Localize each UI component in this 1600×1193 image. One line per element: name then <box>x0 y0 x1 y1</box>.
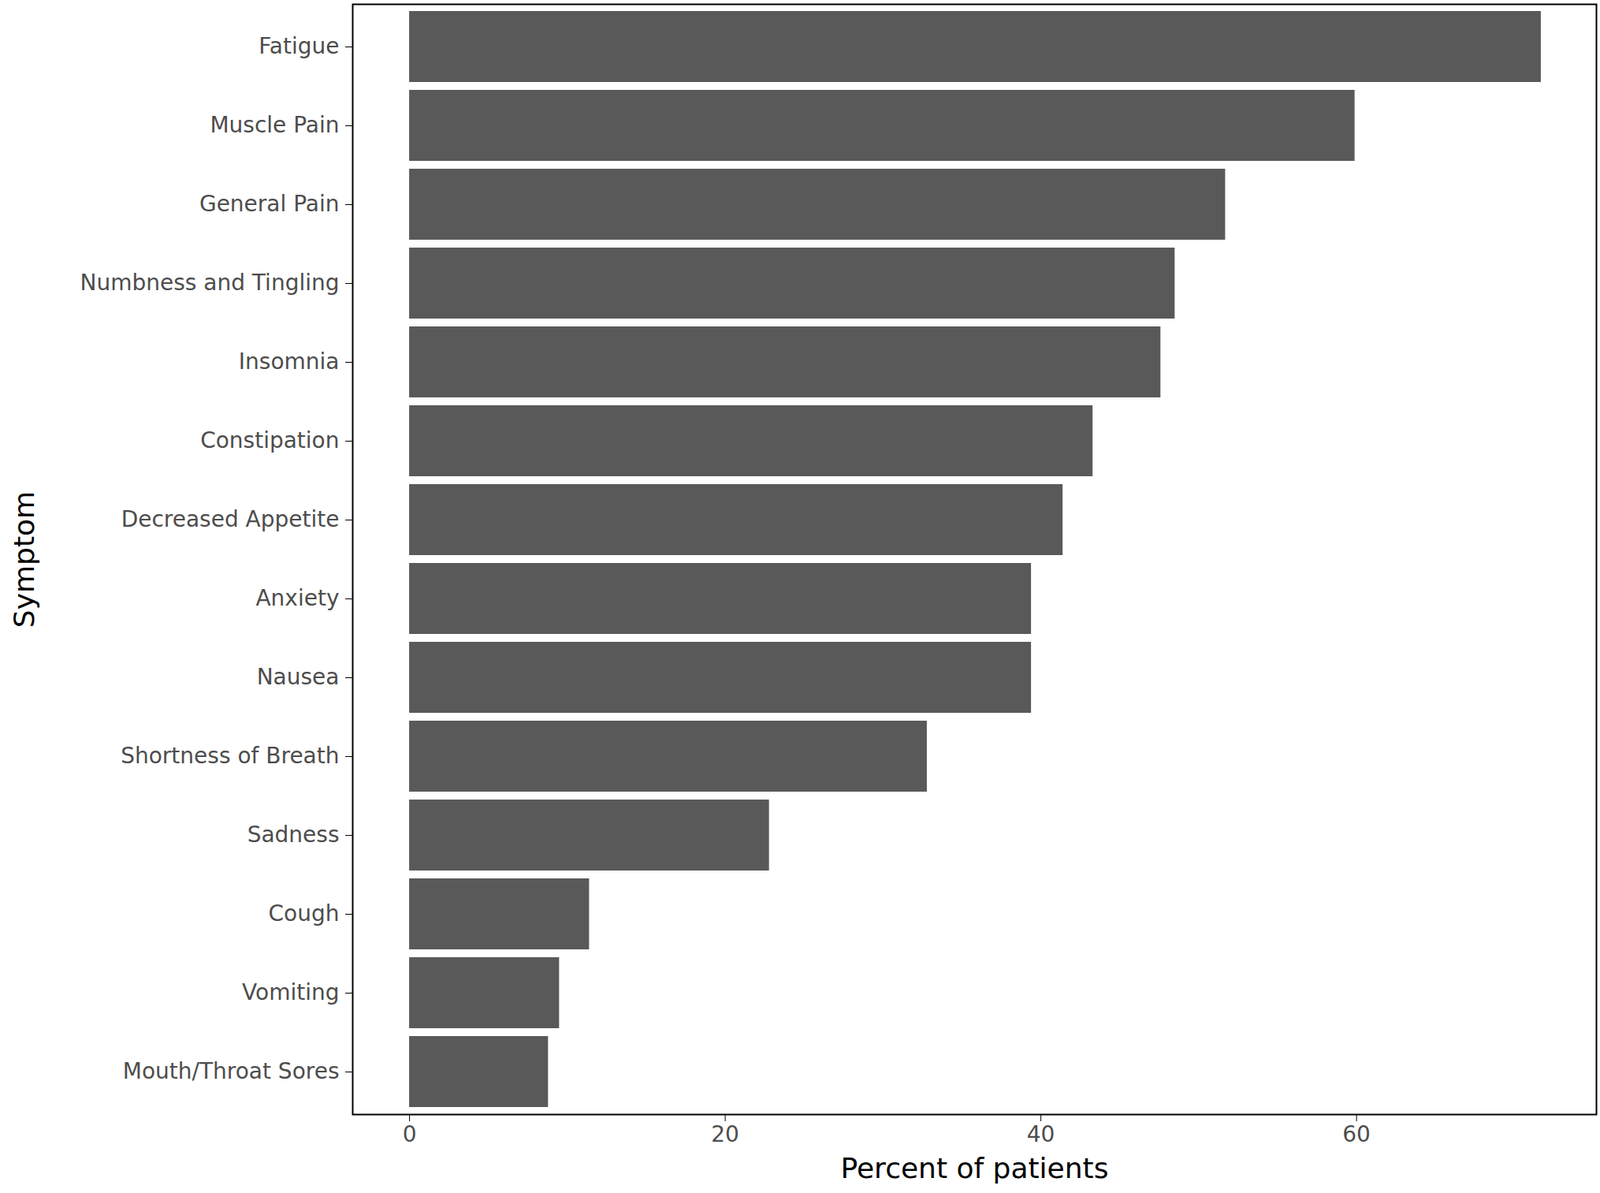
svg-text:Symptom: Symptom <box>7 491 41 628</box>
svg-text:Constipation: Constipation <box>200 427 339 454</box>
svg-text:Mouth/Throat Sores: Mouth/Throat Sores <box>122 1057 340 1084</box>
svg-text:Fatigue: Fatigue <box>258 33 339 60</box>
svg-text:Cough: Cough <box>268 900 340 927</box>
svg-text:40: 40 <box>1026 1120 1056 1147</box>
svg-text:0: 0 <box>402 1120 417 1147</box>
svg-text:Percent of patients: Percent of patients <box>840 1151 1109 1184</box>
svg-text:Muscle Pain: Muscle Pain <box>209 111 339 138</box>
svg-text:Shortness of Breath: Shortness of Breath <box>120 742 339 769</box>
svg-text:Insomnia: Insomnia <box>238 348 340 375</box>
svg-text:Sadness: Sadness <box>247 821 340 848</box>
svg-text:60: 60 <box>1342 1120 1371 1147</box>
svg-text:General Pain: General Pain <box>199 190 340 217</box>
svg-text:20: 20 <box>710 1120 740 1147</box>
svg-text:Vomiting: Vomiting <box>241 978 339 1005</box>
svg-text:Decreased Appetite: Decreased Appetite <box>121 506 340 533</box>
svg-text:Numbness and Tingling: Numbness and Tingling <box>80 269 340 296</box>
svg-text:Nausea: Nausea <box>256 663 340 690</box>
svg-text:Anxiety: Anxiety <box>255 584 339 611</box>
